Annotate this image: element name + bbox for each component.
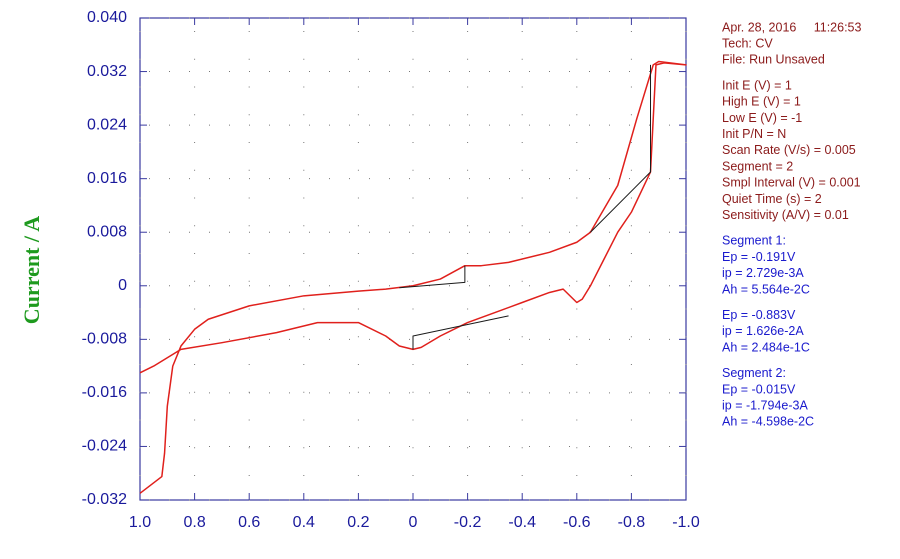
info-text: File: Run Unsaved [722, 53, 825, 67]
info-text: Ep = -0.191V [722, 250, 796, 264]
x-tick-label: 0 [409, 514, 418, 531]
x-tick-label: -1.0 [672, 514, 700, 531]
y-tick-label: 0.016 [87, 170, 127, 187]
x-tick-label: -0.4 [508, 514, 536, 531]
y-tick-label: 0.008 [87, 223, 127, 240]
info-text: Apr. 28, 2016 11:26:53 [722, 20, 862, 34]
y-tick-label: -0.032 [82, 491, 127, 508]
info-text: Sensitivity (A/V) = 0.01 [722, 208, 849, 222]
y-tick-label: -0.024 [82, 438, 127, 455]
info-text: Segment 1: [722, 234, 786, 248]
data-line [139, 60, 687, 494]
info-text: Ah = 5.564e-2C [722, 282, 810, 296]
y-tick-label: -0.008 [82, 331, 127, 348]
info-text: ip = -1.794e-3A [722, 398, 808, 412]
x-tick-label: -0.6 [563, 514, 591, 531]
y-tick-label: 0 [118, 277, 127, 294]
x-tick-label: 1.0 [129, 514, 151, 531]
x-tick-label: 0.4 [293, 514, 315, 531]
x-tick-label: 0.2 [347, 514, 369, 531]
x-tick-label: -0.8 [618, 514, 646, 531]
info-text: High E (V) = 1 [722, 95, 801, 109]
y-tick-label: -0.016 [82, 384, 127, 401]
info-text: Smpl Interval (V) = 0.001 [722, 176, 861, 190]
info-text: Init P/N = N [722, 127, 786, 141]
x-tick-label: 0.8 [183, 514, 205, 531]
info-text: Ah = 2.484e-1C [722, 340, 810, 354]
info-text: Scan Rate (V/s) = 0.005 [722, 143, 856, 157]
info-text: ip = 2.729e-3A [722, 266, 804, 280]
data-line [399, 64, 652, 350]
info-text: Quiet Time (s) = 2 [722, 192, 822, 206]
info-text: Segment 2: [722, 366, 786, 380]
y-tick-label: 0.032 [87, 63, 127, 80]
info-text: ip = 1.626e-2A [722, 324, 804, 338]
y-tick-label: 0.040 [87, 9, 127, 26]
info-text: Ah = -4.598e-2C [722, 415, 814, 429]
info-text: Low E (V) = -1 [722, 111, 802, 125]
x-tick-label: -0.2 [454, 514, 482, 531]
y-axis-label: Current / A [19, 216, 44, 324]
info-text: Segment = 2 [722, 159, 793, 173]
info-text: Init E (V) = 1 [722, 78, 792, 92]
info-text: Tech: CV [722, 36, 773, 50]
info-text: Ep = -0.883V [722, 308, 796, 322]
info-text: Ep = -0.015V [722, 382, 796, 396]
x-tick-label: 0.6 [238, 514, 260, 531]
y-tick-label: 0.024 [87, 116, 127, 133]
